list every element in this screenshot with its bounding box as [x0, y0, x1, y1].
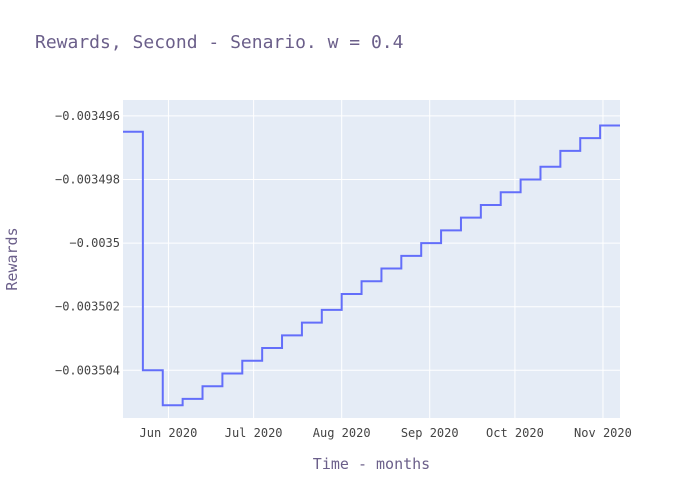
x-tick-label: Sep 2020 [401, 426, 459, 440]
x-tick-label: Nov 2020 [574, 426, 632, 440]
series-line [123, 124, 620, 407]
x-tick-label: Jun 2020 [140, 426, 198, 440]
y-tick-label: −0.003502 [55, 300, 120, 314]
x-tick-label: Jul 2020 [225, 426, 283, 440]
x-axis-title: Time - months [313, 455, 430, 473]
y-tick-label: −0.003498 [55, 173, 120, 187]
chart-title: Rewards, Second - Senario. w = 0.4 [35, 32, 404, 53]
x-tick-label: Oct 2020 [486, 426, 544, 440]
y-axis-title: Rewards [3, 227, 21, 290]
plot-background [123, 100, 620, 418]
y-tick-label: −0.0035 [69, 236, 120, 250]
y-tick-label: −0.003504 [55, 363, 120, 377]
x-tick-label: Aug 2020 [313, 426, 371, 440]
tick-labels: Jun 2020 Jul 2020 Aug 2020 Sep 2020 Oct 2020… [55, 109, 632, 440]
grid-lines [123, 100, 620, 418]
y-tick-label: −0.003496 [55, 109, 120, 123]
